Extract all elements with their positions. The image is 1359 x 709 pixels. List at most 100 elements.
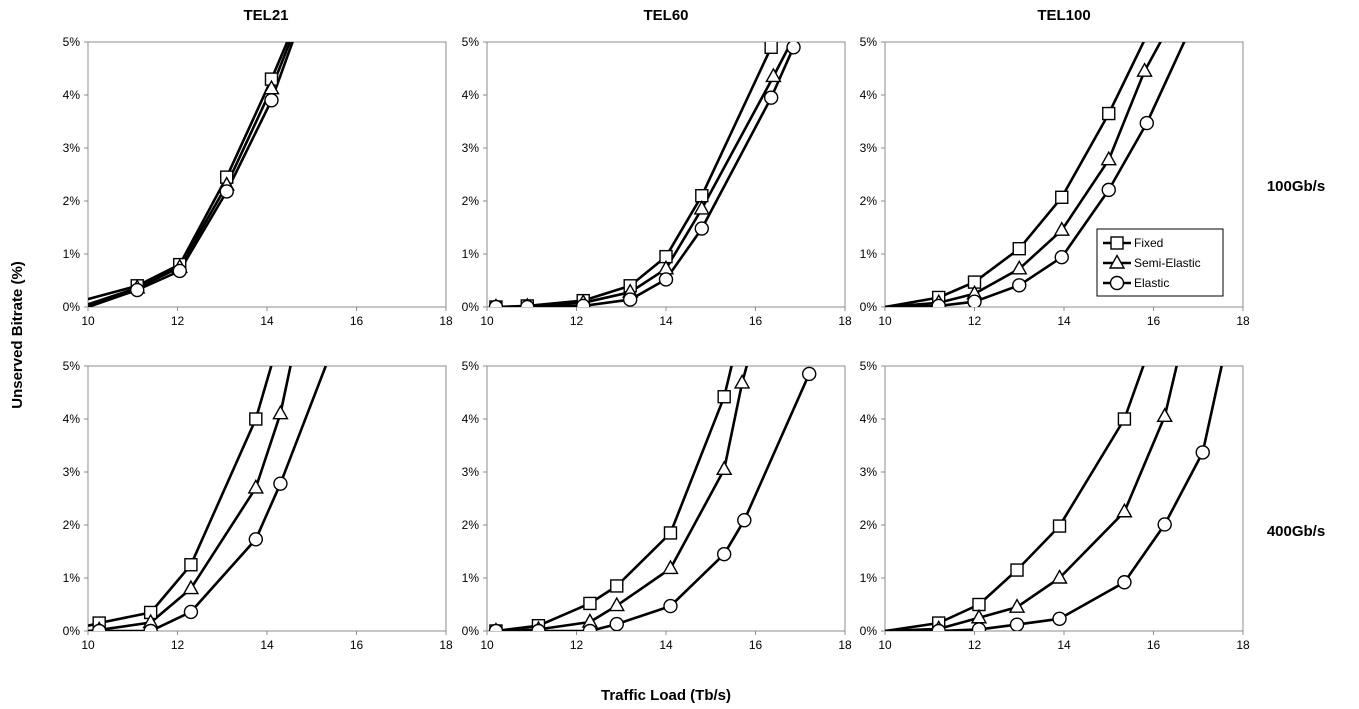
data-point-elastic bbox=[183, 604, 199, 620]
x-tick-label: 18 bbox=[1236, 314, 1250, 328]
data-point-elastic bbox=[1139, 115, 1154, 131]
y-tick-label: 0% bbox=[860, 300, 878, 314]
panel-tel60-400gb-s: 0% 1% 2% 3% 4% 5% 10 12 14 16 18 bbox=[462, 359, 852, 652]
x-tick-label: 16 bbox=[749, 638, 763, 652]
data-point-elastic bbox=[1012, 278, 1027, 293]
data-point-semi-elastic bbox=[693, 200, 710, 215]
data-point-elastic bbox=[248, 532, 264, 547]
y-tick-label: 0% bbox=[462, 624, 480, 638]
x-tick-label: 14 bbox=[659, 314, 673, 328]
data-point-elastic bbox=[1157, 517, 1172, 532]
y-tick-label: 4% bbox=[860, 412, 878, 426]
y-tick-label: 5% bbox=[63, 359, 81, 373]
x-tick-label: 14 bbox=[1057, 314, 1071, 328]
y-tick-label: 5% bbox=[860, 359, 878, 373]
series-line-fixed bbox=[88, 42, 289, 301]
x-tick-label: 10 bbox=[81, 638, 95, 652]
series-group bbox=[88, 42, 294, 307]
y-tick-label: 4% bbox=[462, 412, 480, 426]
data-point-elastic bbox=[971, 622, 987, 631]
data-point-semi-elastic bbox=[1053, 221, 1070, 236]
data-point-fixed bbox=[1012, 241, 1026, 256]
data-point-semi-elastic bbox=[272, 404, 289, 420]
data-point-semi-elastic bbox=[1156, 407, 1173, 423]
data-point-fixed bbox=[249, 412, 263, 426]
y-tick-label: 1% bbox=[63, 571, 81, 585]
data-point-elastic bbox=[737, 513, 752, 528]
panel-tel60-100gb-s: 0% 1% 2% 3% 4% 5% 10 12 14 16 18 bbox=[462, 35, 852, 328]
row-label-100gbps: 100Gb/s bbox=[1267, 178, 1325, 195]
legend-label-elastic: Elastic bbox=[1134, 276, 1169, 290]
y-tick-label: 2% bbox=[462, 194, 480, 208]
legend: Fixed Semi-Elastic Elastic bbox=[1096, 228, 1224, 297]
data-point-elastic bbox=[786, 42, 801, 55]
data-point-elastic bbox=[582, 623, 598, 631]
x-tick-label: 14 bbox=[659, 638, 673, 652]
series-line-semi-elastic bbox=[885, 366, 1178, 631]
data-point-fixed bbox=[695, 188, 709, 203]
series-group bbox=[885, 42, 1186, 307]
column-title-tel100: TEL100 bbox=[1037, 7, 1090, 24]
data-point-elastic bbox=[623, 292, 638, 307]
data-point-semi-elastic bbox=[1008, 598, 1026, 613]
y-tick-label: 1% bbox=[860, 571, 878, 585]
data-point-elastic bbox=[172, 263, 187, 279]
x-tick-label: 16 bbox=[1147, 638, 1161, 652]
data-point-elastic bbox=[763, 90, 779, 105]
column-title-tel21: TEL21 bbox=[243, 7, 288, 24]
y-tick-label: 3% bbox=[63, 465, 81, 479]
data-point-elastic bbox=[931, 298, 946, 307]
x-tick-label: 16 bbox=[749, 314, 763, 328]
data-point-elastic bbox=[716, 546, 732, 562]
x-tick-label: 10 bbox=[480, 314, 494, 328]
y-tick-label: 5% bbox=[462, 359, 480, 373]
y-tick-label: 4% bbox=[860, 88, 878, 102]
data-point-elastic bbox=[488, 623, 504, 631]
legend-marker-elastic bbox=[1109, 275, 1125, 291]
y-tick-label: 2% bbox=[63, 194, 81, 208]
x-tick-label: 14 bbox=[260, 638, 274, 652]
series-group bbox=[488, 42, 801, 307]
data-point-elastic bbox=[609, 616, 624, 631]
x-tick-label: 12 bbox=[968, 314, 982, 328]
x-tick-label: 12 bbox=[570, 314, 584, 328]
column-title-tel60: TEL60 bbox=[643, 7, 688, 24]
data-point-elastic bbox=[273, 476, 288, 491]
data-point-fixed bbox=[1055, 190, 1069, 204]
legend-label-fixed: Fixed bbox=[1134, 236, 1163, 250]
y-tick-label: 3% bbox=[860, 141, 878, 155]
x-tick-label: 14 bbox=[1057, 638, 1071, 652]
data-point-semi-elastic bbox=[715, 460, 733, 476]
x-tick-label: 16 bbox=[350, 314, 364, 328]
series-line-semi-elastic bbox=[495, 366, 749, 631]
data-point-fixed bbox=[184, 558, 198, 572]
legend-marker-fixed bbox=[1110, 236, 1124, 250]
y-tick-label: 4% bbox=[63, 88, 81, 102]
data-point-semi-elastic bbox=[662, 559, 679, 575]
data-point-elastic bbox=[576, 298, 591, 307]
data-point-semi-elastic bbox=[1116, 502, 1133, 518]
x-tick-label: 18 bbox=[838, 638, 852, 652]
data-point-elastic bbox=[488, 299, 504, 307]
y-tick-label: 2% bbox=[860, 194, 878, 208]
data-point-fixed bbox=[972, 597, 986, 612]
x-tick-label: 16 bbox=[1147, 314, 1161, 328]
data-point-fixed bbox=[663, 526, 678, 540]
x-tick-label: 10 bbox=[81, 314, 95, 328]
data-point-fixed bbox=[610, 579, 624, 593]
x-tick-label: 14 bbox=[260, 314, 274, 328]
data-point-semi-elastic bbox=[765, 67, 782, 83]
data-point-semi-elastic bbox=[1100, 150, 1117, 166]
data-point-elastic bbox=[264, 93, 279, 108]
plot-area bbox=[884, 365, 1244, 632]
series-group bbox=[885, 366, 1223, 631]
data-point-elastic bbox=[1195, 445, 1210, 460]
y-tick-label: 1% bbox=[860, 247, 878, 261]
y-tick-label: 3% bbox=[63, 141, 81, 155]
data-point-fixed bbox=[583, 596, 597, 611]
x-tick-label: 10 bbox=[878, 638, 892, 652]
y-tick-label: 1% bbox=[462, 571, 480, 585]
y-tick-label: 5% bbox=[462, 35, 480, 49]
x-tick-label: 18 bbox=[838, 314, 852, 328]
data-point-fixed bbox=[1052, 519, 1067, 533]
